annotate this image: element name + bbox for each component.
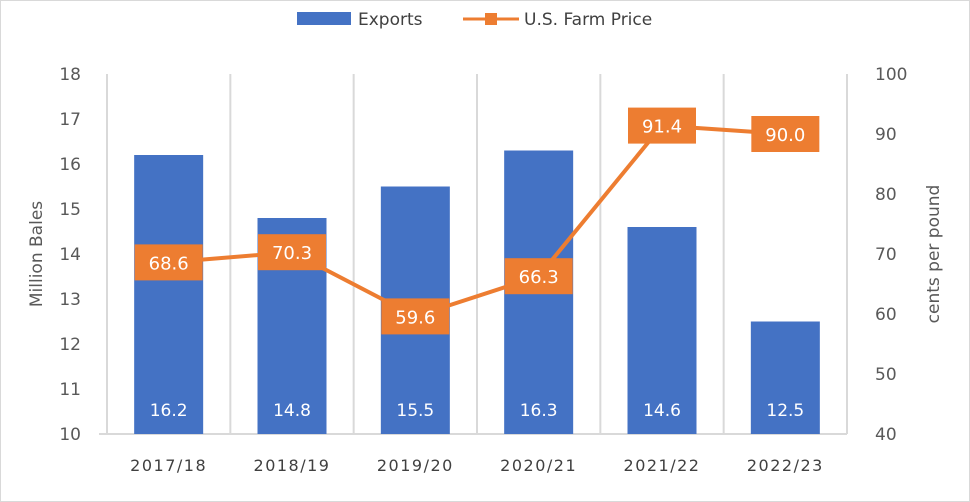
y2-tick-label: 90 — [875, 125, 897, 145]
y2-tick-label: 70 — [875, 245, 897, 265]
line-data-label: 66.3 — [519, 267, 559, 288]
y-tick-label: 11 — [59, 380, 81, 400]
y-tick-label: 17 — [59, 110, 81, 130]
left-axis-ticks: 10 11 12 13 14 15 16 17 18 — [59, 65, 81, 445]
bar-exports — [627, 227, 697, 434]
grid-lines — [99, 74, 848, 435]
y-tick-label: 18 — [59, 65, 81, 85]
bar-data-label: 12.5 — [766, 401, 804, 421]
y-tick-label: 16 — [59, 155, 81, 175]
legend-label-farm-price: U.S. Farm Price — [524, 10, 652, 30]
y2-tick-label: 60 — [875, 305, 897, 325]
y2-tick-label: 40 — [875, 425, 897, 445]
x-tick-label: 2018/19 — [254, 456, 331, 475]
right-axis-ticks: 40 50 60 70 80 90 100 — [875, 65, 907, 445]
line-data-labels: 68.6 70.3 59.6 66.3 91.4 90.0 — [134, 107, 820, 335]
line-marker-box — [258, 234, 326, 271]
x-tick-label: 2020/21 — [500, 456, 577, 475]
line-data-label: 91.4 — [642, 117, 682, 138]
legend-marker-farm-price — [485, 13, 497, 25]
line-data-label: 70.3 — [272, 243, 312, 264]
bar-data-label: 16.2 — [150, 401, 188, 421]
legend-swatch-exports — [297, 12, 351, 25]
y-tick-label: 10 — [59, 425, 81, 445]
line-marker-box — [751, 116, 820, 152]
bar-data-label: 14.8 — [273, 401, 311, 421]
y2-tick-label: 80 — [875, 185, 897, 205]
y-axis-title: Million Bales — [27, 201, 47, 307]
bar-data-label: 15.5 — [396, 401, 434, 421]
x-tick-label: 2022/23 — [747, 456, 824, 475]
y2-tick-label: 100 — [875, 65, 907, 85]
line-data-label: 59.6 — [395, 307, 435, 328]
line-marker-box — [628, 107, 696, 144]
legend: Exports U.S. Farm Price — [297, 10, 652, 30]
line-marker-box — [504, 258, 573, 295]
line-marker-box — [381, 298, 450, 335]
bar-data-label: 16.3 — [520, 401, 558, 421]
x-tick-label: 2019/20 — [377, 456, 454, 475]
x-axis-ticks: 2017/18 2018/19 2019/20 2020/21 2021/22 2022/… — [130, 456, 824, 475]
bar-exports — [134, 155, 204, 434]
bar-data-label: 14.6 — [643, 401, 681, 421]
y-tick-label: 13 — [59, 290, 81, 310]
y-tick-label: 14 — [59, 245, 81, 265]
y2-axis-title: cents per pound — [924, 185, 944, 324]
y-tick-label: 15 — [59, 200, 81, 220]
line-marker-box — [134, 244, 203, 281]
line-data-label: 90.0 — [765, 125, 805, 146]
legend-label-exports: Exports — [358, 10, 423, 30]
y-tick-label: 12 — [59, 335, 81, 355]
x-tick-label: 2017/18 — [130, 456, 207, 475]
bar-exports — [750, 321, 820, 434]
bar-data-labels: 16.2 14.8 15.5 16.3 14.6 12.5 — [150, 401, 805, 421]
x-tick-label: 2021/22 — [624, 456, 701, 475]
y2-tick-label: 50 — [875, 365, 897, 385]
line-data-label: 68.6 — [149, 253, 189, 274]
